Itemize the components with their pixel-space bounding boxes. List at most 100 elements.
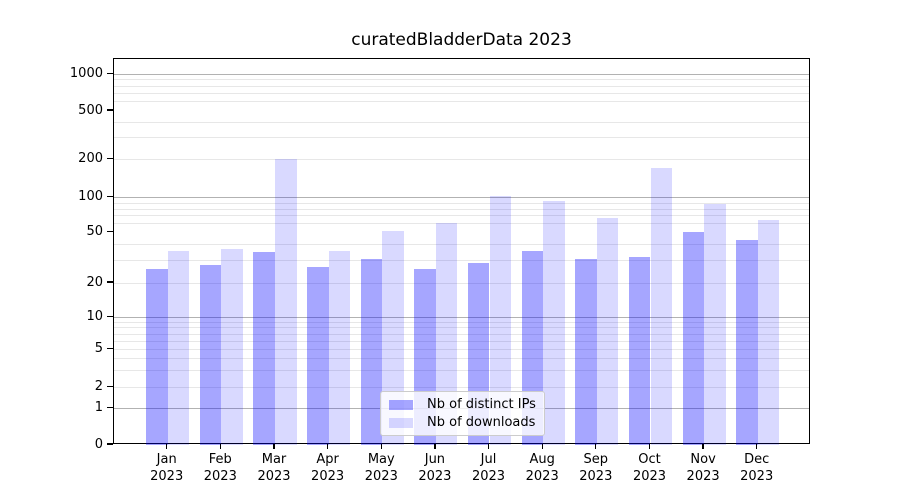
- gridline-minor: [114, 85, 809, 87]
- gridline-minor: [114, 208, 809, 210]
- gridline-minor: [114, 223, 809, 224]
- gridline-minor: [114, 340, 809, 342]
- bar-distinct-ips: [253, 252, 275, 445]
- y-tick-mark: [107, 72, 113, 74]
- legend-swatch-distinct-ips: [389, 399, 413, 410]
- y-tick-mark: [107, 157, 113, 159]
- y-tick-mark: [107, 231, 113, 233]
- x-tick-mark: [273, 444, 275, 449]
- x-tick-label: May 2023: [349, 451, 413, 485]
- gridline-major: [114, 73, 809, 75]
- gridline-major: [114, 317, 809, 318]
- x-tick-label: Apr 2023: [296, 451, 360, 485]
- gridline-minor: [114, 92, 809, 94]
- bar-distinct-ips: [307, 266, 329, 445]
- y-tick-label: 1000: [69, 65, 103, 81]
- gridline-minor: [114, 244, 809, 246]
- y-tick-label: 10: [86, 309, 103, 324]
- bar-downloads: [757, 220, 780, 445]
- bar-distinct-ips: [682, 231, 705, 445]
- x-tick-label: Mar 2023: [242, 451, 306, 485]
- x-tick-month: Oct: [638, 452, 661, 467]
- y-tick-label: 1: [94, 400, 103, 416]
- x-tick-mark: [541, 444, 543, 449]
- gridline-minor: [114, 321, 809, 323]
- gridline-minor: [114, 333, 809, 335]
- x-tick-label: Jan 2023: [135, 451, 199, 485]
- bar-downloads: [275, 159, 297, 445]
- x-tick-month: May: [367, 452, 395, 467]
- y-tick-label: 100: [78, 189, 103, 205]
- gridline-minor: [114, 282, 809, 284]
- gridline-minor: [114, 370, 809, 372]
- x-tick-month: Jun: [424, 452, 446, 467]
- x-tick-label: Aug 2023: [510, 451, 574, 485]
- bar-distinct-ips: [575, 258, 597, 445]
- x-tick-month: Mar: [261, 452, 287, 467]
- x-tick-label: Nov 2023: [671, 451, 735, 485]
- x-tick-month: Feb: [208, 452, 232, 467]
- x-tick-year: 2023: [203, 469, 237, 484]
- bar-downloads: [596, 217, 619, 445]
- gridline-minor: [114, 202, 809, 204]
- legend-label-downloads: Nb of downloads: [427, 415, 536, 430]
- y-tick-mark: [107, 196, 113, 198]
- y-tick-mark: [107, 109, 113, 111]
- x-tick-year: 2023: [471, 469, 506, 484]
- bar-distinct-ips: [146, 268, 168, 445]
- x-tick-month: Nov: [690, 452, 716, 467]
- y-tick-mark: [107, 347, 113, 350]
- y-tick-label: 2: [94, 379, 103, 394]
- y-tick-mark: [107, 407, 113, 409]
- y-tick-mark: [107, 281, 113, 283]
- bar-downloads: [328, 250, 351, 445]
- bar-downloads: [221, 249, 243, 445]
- bar-downloads: [489, 196, 512, 445]
- gridline-minor: [114, 79, 809, 81]
- gridline-minor: [114, 137, 809, 139]
- y-tick-label: 200: [78, 150, 103, 166]
- y-tick-label: 0: [94, 436, 103, 452]
- x-tick-mark: [219, 444, 221, 449]
- gridline-minor: [114, 349, 809, 350]
- x-tick-year: 2023: [525, 469, 559, 484]
- legend-item-distinct-ips: Nb of distinct IPs: [389, 397, 536, 412]
- gridline-minor: [114, 122, 809, 124]
- legend-item-downloads: Nb of downloads: [389, 415, 536, 430]
- gridline-minor: [114, 327, 809, 329]
- plot-area: [113, 58, 810, 445]
- y-tick-mark: [107, 315, 113, 318]
- y-tick-label: 50: [86, 224, 103, 240]
- bar-downloads: [167, 250, 190, 445]
- y-tick-label: 5: [94, 341, 103, 356]
- y-tick-mark: [107, 385, 113, 388]
- x-tick-mark: [702, 444, 704, 449]
- x-tick-mark: [166, 444, 168, 449]
- x-tick-mark: [380, 444, 382, 449]
- x-tick-label: Jun 2023: [403, 451, 467, 485]
- x-tick-year: 2023: [579, 469, 613, 484]
- gridline-minor: [114, 260, 809, 262]
- chart-title: curatedBladderData 2023: [351, 30, 572, 50]
- gridline-minor: [114, 358, 809, 360]
- x-tick-year: 2023: [311, 469, 345, 484]
- x-tick-label: Jul 2023: [457, 451, 521, 485]
- y-tick-label: 500: [78, 102, 103, 118]
- x-tick-year: 2023: [150, 469, 184, 484]
- bar-distinct-ips: [628, 257, 651, 445]
- x-tick-label: Dec 2023: [725, 451, 789, 485]
- bar-distinct-ips: [736, 239, 758, 445]
- gridline-major: [114, 197, 809, 199]
- gridline-minor: [114, 158, 809, 160]
- legend-swatch-downloads: [389, 417, 413, 428]
- x-tick-mark: [595, 444, 597, 449]
- bar-downloads: [435, 222, 458, 445]
- bar-downloads: [650, 167, 673, 445]
- gridline-minor: [114, 387, 809, 388]
- legend: Nb of distinct IPs Nb of downloads: [380, 391, 545, 436]
- bar-distinct-ips: [360, 258, 383, 445]
- gridline-minor: [114, 100, 809, 102]
- bar-downloads: [543, 200, 565, 445]
- x-tick-month: Aug: [529, 452, 555, 467]
